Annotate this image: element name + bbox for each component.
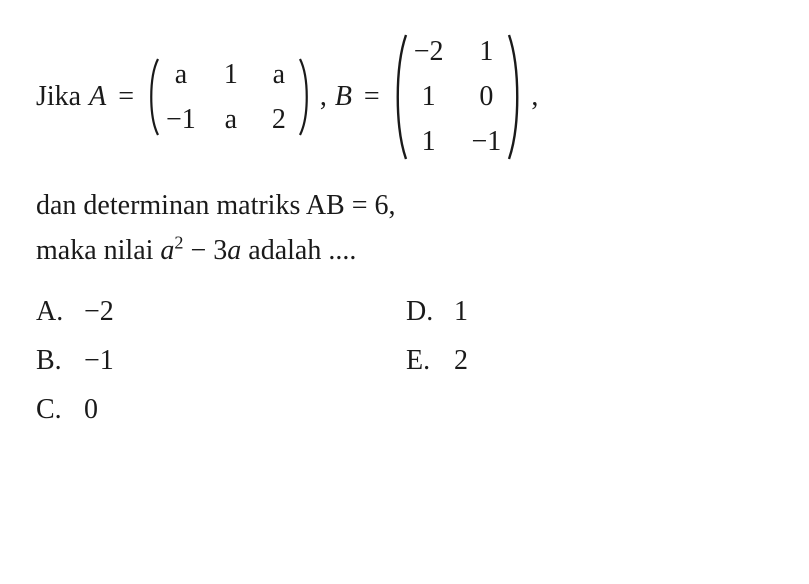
cell: 1 xyxy=(414,122,444,161)
cell: −1 xyxy=(166,100,196,139)
matrix-b: −2 1 1 1 0 −1 xyxy=(392,28,524,166)
comma-1: , xyxy=(320,77,327,116)
option-label: A. xyxy=(36,292,68,331)
cell: 2 xyxy=(266,100,292,139)
option-value: 1 xyxy=(454,292,468,331)
matrix-a-grid: a −1 1 a a 2 xyxy=(160,51,298,143)
intro-word: Jika xyxy=(36,77,81,116)
options-grid: A. −2 D. 1 B. −1 E. 2 C. 0 xyxy=(36,292,736,430)
cell: 1 xyxy=(472,32,502,71)
left-paren-icon xyxy=(146,57,160,137)
line3-prefix: maka nilai xyxy=(36,235,160,266)
expr-sup: 2 xyxy=(174,232,183,252)
cell: −1 xyxy=(472,122,502,161)
option-value: −2 xyxy=(84,292,114,331)
option-label: D. xyxy=(406,292,438,331)
cell: 1 xyxy=(414,77,444,116)
option-label: C. xyxy=(36,390,68,429)
option-value: −1 xyxy=(84,341,114,380)
left-paren-icon xyxy=(392,32,408,162)
problem-line-1: Jika A = a −1 1 a a 2 , B = −2 1 1 1 0 xyxy=(36,28,773,166)
option-e: E. 2 xyxy=(406,341,736,380)
cell: a xyxy=(266,55,292,94)
matrix-a-name: A xyxy=(89,77,106,116)
option-label: B. xyxy=(36,341,68,380)
option-value: 0 xyxy=(84,390,98,429)
option-d: D. 1 xyxy=(406,292,736,331)
equals-a: = xyxy=(114,77,138,116)
comma-2: , xyxy=(531,77,538,116)
matrix-b-grid: −2 1 1 1 0 −1 xyxy=(408,28,508,166)
equals-b: = xyxy=(360,77,384,116)
cell: 1 xyxy=(218,55,244,94)
cell: 0 xyxy=(472,77,502,116)
right-paren-icon xyxy=(298,57,312,137)
cell: −2 xyxy=(414,32,444,71)
problem-line-2: dan determinan matriks AB = 6, xyxy=(36,186,773,225)
expr-mid: − 3 xyxy=(184,235,228,266)
problem-line-3: maka nilai a2 − 3a adalah .... xyxy=(36,231,773,270)
option-b: B. −1 xyxy=(36,341,366,380)
expr-a2: a xyxy=(227,235,241,266)
determinant-text: dan determinan matriks AB = 6, xyxy=(36,190,396,221)
option-c: C. 0 xyxy=(36,390,366,429)
right-paren-icon xyxy=(507,32,523,162)
cell: a xyxy=(218,100,244,139)
matrix-b-name: B xyxy=(335,77,352,116)
option-value: 2 xyxy=(454,341,468,380)
expr-a1: a xyxy=(160,235,174,266)
option-label: E. xyxy=(406,341,438,380)
line3-suffix: adalah .... xyxy=(241,235,356,266)
option-a: A. −2 xyxy=(36,292,366,331)
cell: a xyxy=(166,55,196,94)
matrix-a: a −1 1 a a 2 xyxy=(146,51,312,143)
